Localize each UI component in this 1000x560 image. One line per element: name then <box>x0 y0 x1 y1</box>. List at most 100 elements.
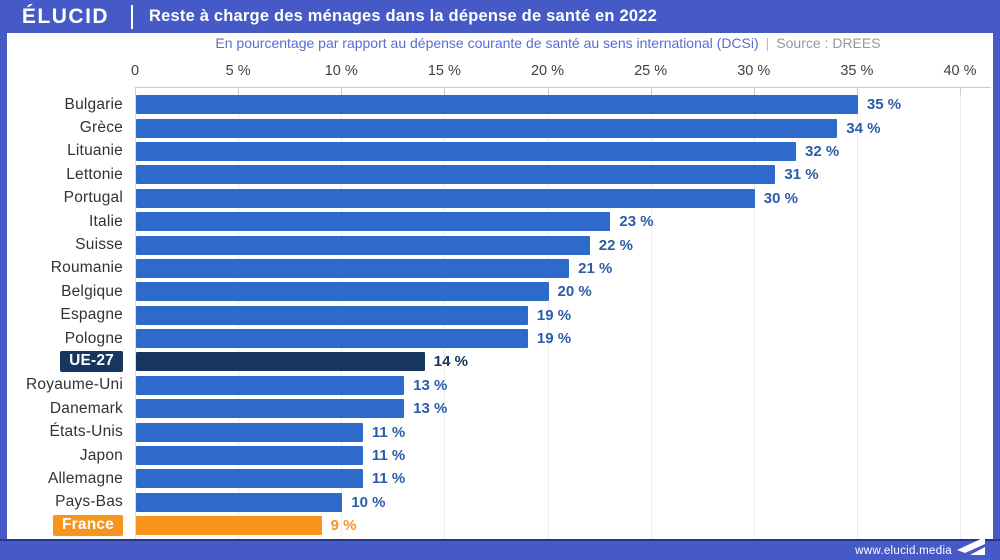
category-label: États-Unis <box>49 423 123 441</box>
value-label: 10 % <box>351 493 386 511</box>
bar <box>136 305 528 325</box>
x-axis-tick <box>238 87 240 95</box>
value-label: 31 % <box>784 166 819 184</box>
footer-bar: www.elucid.media <box>0 537 1000 560</box>
category-label: Japon <box>79 446 123 464</box>
gridline <box>856 88 858 540</box>
bar <box>136 258 570 278</box>
category-label: Lituanie <box>67 142 123 160</box>
x-axis-tick <box>341 87 343 95</box>
x-axis-tick-label: 20 % <box>530 63 565 79</box>
bar <box>136 188 755 208</box>
subtitle-separator: | <box>765 35 770 51</box>
page-title: Reste à charge des ménages dans la dépen… <box>149 7 657 25</box>
value-label: 35 % <box>866 96 902 114</box>
footer-url: www.elucid.media <box>855 544 952 557</box>
x-axis-tick-label: 15 % <box>427 63 461 79</box>
bar <box>136 212 611 232</box>
value-label: 14 % <box>433 353 468 371</box>
chart-row: Espagne 19 % <box>0 304 1000 327</box>
category-label: Allemagne <box>47 469 123 487</box>
value-label: 11 % <box>371 447 406 465</box>
category-label: Belgique <box>61 282 123 300</box>
bar <box>136 469 363 489</box>
bar <box>136 141 796 161</box>
category-label: Espagne <box>60 306 123 324</box>
bar <box>136 118 838 138</box>
bar <box>136 446 363 466</box>
chart-row: Grèce 34 % <box>0 116 1000 139</box>
category-label: Bulgarie <box>64 95 123 113</box>
gridline <box>753 88 755 540</box>
x-axis-tick <box>135 87 136 95</box>
right-border <box>993 0 1000 560</box>
x-axis-tick-label: 40 % <box>943 63 977 79</box>
value-label: 11 % <box>371 470 406 488</box>
chart-row: Portugal 30 % <box>0 187 1000 210</box>
value-label: 23 % <box>619 213 654 231</box>
value-label: 19 % <box>536 330 572 348</box>
chart-row: Roumanie 21 % <box>0 257 1000 280</box>
value-label: 13 % <box>413 376 448 394</box>
highlight-label-box: France <box>52 515 123 537</box>
category-label: UE-27 <box>0 351 123 373</box>
x-axis-tick <box>960 87 961 95</box>
chart-row: Japon 11 % <box>0 444 1000 467</box>
bar <box>136 95 858 115</box>
chart-row: UE-27 14 % <box>0 350 1000 373</box>
chart-row: Royaume-Uni 13 % <box>0 374 1000 397</box>
gridline <box>650 88 652 540</box>
category-label: Danemark <box>49 399 123 417</box>
left-border <box>0 0 7 560</box>
source-label: Source : DREES <box>776 35 881 51</box>
value-label: 21 % <box>578 259 613 277</box>
x-axis-tick-label: 25 % <box>634 63 668 79</box>
chart-row: Suisse 22 % <box>0 233 1000 256</box>
category-label: Pays-Bas <box>55 493 123 511</box>
value-label: 13 % <box>413 400 448 418</box>
gridline <box>547 88 549 540</box>
chart-row: Bulgarie 35 % <box>0 93 1000 116</box>
x-axis-tick <box>547 87 549 95</box>
chart-row: États-Unis 11 % <box>0 420 1000 443</box>
x-axis-tick-label: 5 % <box>225 63 251 79</box>
x-axis-tick-label: 30 % <box>737 63 771 79</box>
x-axis-tick <box>856 87 858 95</box>
value-label: 9 % <box>330 517 357 535</box>
gridline <box>135 88 136 540</box>
chart-row: France 9 % <box>0 514 1000 537</box>
chart-subtitle: En pourcentage par rapport au dépense co… <box>135 35 961 57</box>
category-label: Lettonie <box>66 165 123 183</box>
category-label: Italie <box>89 212 123 230</box>
x-axis-tick <box>650 87 652 95</box>
bar <box>136 165 776 185</box>
bar <box>136 422 363 442</box>
elucid-mark-icon <box>957 537 985 555</box>
chart-row: Danemark 13 % <box>0 397 1000 420</box>
category-label: Roumanie <box>50 259 123 277</box>
bar <box>136 282 549 302</box>
chart-row: Pays-Bas 10 % <box>0 491 1000 514</box>
value-label: 34 % <box>846 119 881 137</box>
x-axis-tick-label: 10 % <box>324 63 358 79</box>
category-label: Grèce <box>79 119 123 137</box>
value-label: 19 % <box>536 306 572 324</box>
category-label: Pologne <box>64 329 123 347</box>
bar <box>136 235 590 255</box>
value-label: 30 % <box>763 189 798 207</box>
chart-row: Lettonie 31 % <box>0 163 1000 186</box>
value-label: 11 % <box>371 423 406 441</box>
chart-row: Pologne 19 % <box>0 327 1000 350</box>
value-label: 22 % <box>598 236 633 254</box>
highlight-label-box: UE-27 <box>60 351 123 373</box>
bar <box>136 375 405 395</box>
chart-row: Belgique 20 % <box>0 280 1000 303</box>
bar <box>136 492 343 512</box>
x-axis-tick-label: 0 <box>130 63 140 79</box>
bar <box>136 516 322 536</box>
x-axis-tick <box>444 87 446 95</box>
category-label: Suisse <box>75 236 123 254</box>
bar-rows: Bulgarie 35 % Grèce 34 % Lituanie 32 % Lettoni… <box>0 93 1000 537</box>
category-label: Portugal <box>63 189 123 207</box>
